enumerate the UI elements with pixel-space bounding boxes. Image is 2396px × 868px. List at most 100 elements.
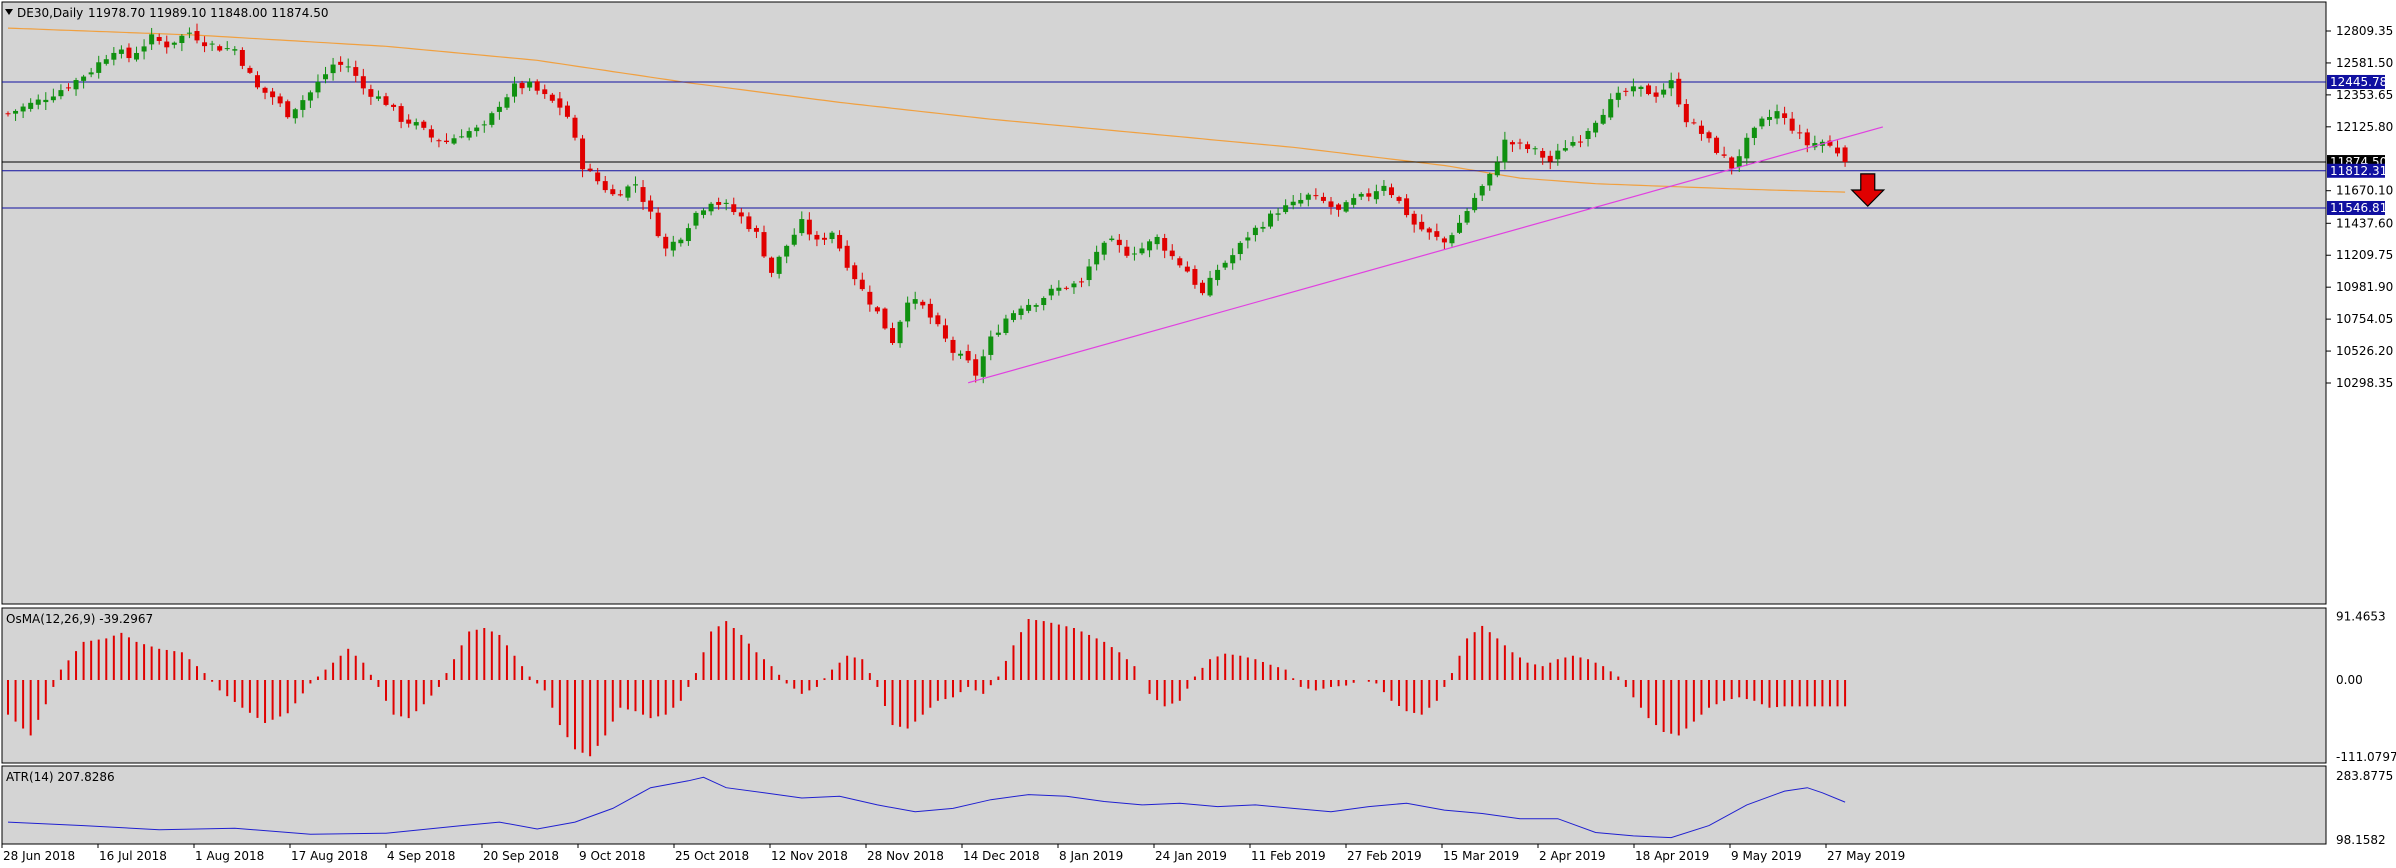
bull-candle[interactable] [1139, 248, 1145, 254]
bull-candle[interactable] [1154, 236, 1160, 245]
bear-candle[interactable] [1169, 250, 1175, 257]
bear-candle[interactable] [1162, 238, 1168, 251]
bull-candle[interactable] [1449, 235, 1455, 244]
bear-candle[interactable] [738, 212, 744, 217]
bull-candle[interactable] [1457, 222, 1463, 233]
bull-candle[interactable] [315, 81, 321, 93]
bull-candle[interactable] [1774, 111, 1780, 119]
bull-candle[interactable] [1101, 242, 1107, 255]
bear-candle[interactable] [1646, 85, 1652, 95]
price-panel[interactable] [1, 1, 2327, 605]
bull-candle[interactable] [1532, 148, 1538, 150]
bear-candle[interactable] [1842, 147, 1848, 163]
bull-candle[interactable] [1048, 288, 1054, 296]
bear-candle[interactable] [1623, 90, 1629, 92]
bear-candle[interactable] [595, 172, 601, 182]
bear-candle[interactable] [1789, 118, 1795, 131]
bull-candle[interactable] [1615, 92, 1621, 100]
bull-candle[interactable] [1744, 137, 1750, 159]
bear-candle[interactable] [1404, 198, 1410, 216]
bull-candle[interactable] [1245, 237, 1251, 241]
bull-candle[interactable] [118, 49, 124, 54]
bear-candle[interactable] [217, 46, 223, 51]
bear-candle[interactable] [746, 216, 752, 230]
bull-candle[interactable] [459, 136, 465, 138]
bull-candle[interactable] [980, 356, 986, 377]
bull-candle[interactable] [96, 62, 102, 73]
bull-candle[interactable] [13, 110, 19, 114]
bear-candle[interactable] [5, 113, 11, 115]
bear-candle[interactable] [164, 41, 170, 48]
bull-candle[interactable] [232, 49, 238, 51]
bull-candle[interactable] [1358, 193, 1364, 197]
bear-candle[interactable] [557, 98, 563, 108]
bear-candle[interactable] [436, 140, 442, 142]
bull-candle[interactable] [1381, 185, 1387, 191]
bear-candle[interactable] [973, 359, 979, 376]
bear-candle[interactable] [1729, 157, 1735, 169]
bear-candle[interactable] [1426, 228, 1432, 233]
bear-candle[interactable] [602, 181, 608, 191]
bear-candle[interactable] [542, 89, 548, 95]
bear-candle[interactable] [1124, 246, 1130, 256]
bear-candle[interactable] [844, 245, 850, 268]
bear-candle[interactable] [1336, 204, 1342, 210]
bear-candle[interactable] [1366, 193, 1372, 197]
bull-candle[interactable] [1464, 211, 1470, 223]
bull-candle[interactable] [1608, 99, 1614, 118]
bear-candle[interactable] [716, 202, 722, 205]
bull-candle[interactable] [1033, 305, 1039, 307]
bear-candle[interactable] [1797, 132, 1803, 134]
bear-candle[interactable] [1835, 147, 1841, 154]
bear-candle[interactable] [890, 328, 896, 344]
bear-candle[interactable] [277, 96, 283, 104]
bear-candle[interactable] [1079, 281, 1085, 283]
bear-candle[interactable] [617, 194, 623, 196]
bull-candle[interactable] [1298, 199, 1304, 204]
bear-candle[interactable] [814, 234, 820, 240]
bear-candle[interactable] [421, 121, 427, 128]
bull-candle[interactable] [58, 90, 64, 97]
bear-candle[interactable] [1063, 287, 1069, 289]
bear-candle[interactable] [254, 75, 260, 88]
bull-candle[interactable] [1230, 255, 1236, 264]
bull-candle[interactable] [1026, 304, 1032, 311]
bear-candle[interactable] [1434, 231, 1440, 237]
bull-candle[interactable] [776, 256, 782, 274]
bear-candle[interactable] [239, 49, 245, 66]
bear-candle[interactable] [927, 303, 933, 318]
bear-candle[interactable] [1411, 213, 1417, 225]
bull-candle[interactable] [1147, 241, 1153, 251]
bear-candle[interactable] [1676, 78, 1682, 105]
bull-candle[interactable] [1237, 242, 1243, 255]
bull-candle[interactable] [1593, 122, 1599, 133]
bull-candle[interactable] [1562, 148, 1568, 151]
bull-candle[interactable] [1207, 277, 1213, 296]
bear-candle[interactable] [753, 227, 759, 232]
bear-candle[interactable] [1192, 268, 1198, 285]
bull-candle[interactable] [829, 232, 835, 240]
bear-candle[interactable] [270, 91, 276, 98]
bear-candle[interactable] [859, 279, 865, 290]
bull-candle[interactable] [43, 99, 49, 103]
bull-candle[interactable] [179, 35, 185, 44]
bull-candle[interactable] [1630, 86, 1636, 92]
bull-candle[interactable] [512, 83, 518, 97]
atr-panel[interactable] [1, 765, 2327, 845]
bull-candle[interactable] [323, 74, 329, 80]
bull-candle[interactable] [1479, 186, 1485, 196]
bear-candle[interactable] [920, 301, 926, 306]
bull-candle[interactable] [1472, 197, 1478, 211]
bull-candle[interactable] [625, 186, 631, 198]
bull-candle[interactable] [1812, 143, 1818, 148]
bear-candle[interactable] [572, 117, 578, 138]
bull-candle[interactable] [451, 138, 457, 144]
bull-candle[interactable] [527, 81, 533, 88]
bull-candle[interactable] [186, 32, 192, 34]
bull-candle[interactable] [474, 127, 480, 132]
bear-candle[interactable] [935, 315, 941, 325]
bull-candle[interactable] [307, 92, 313, 101]
bull-candle[interactable] [1131, 253, 1137, 255]
bull-candle[interactable] [1502, 139, 1508, 163]
